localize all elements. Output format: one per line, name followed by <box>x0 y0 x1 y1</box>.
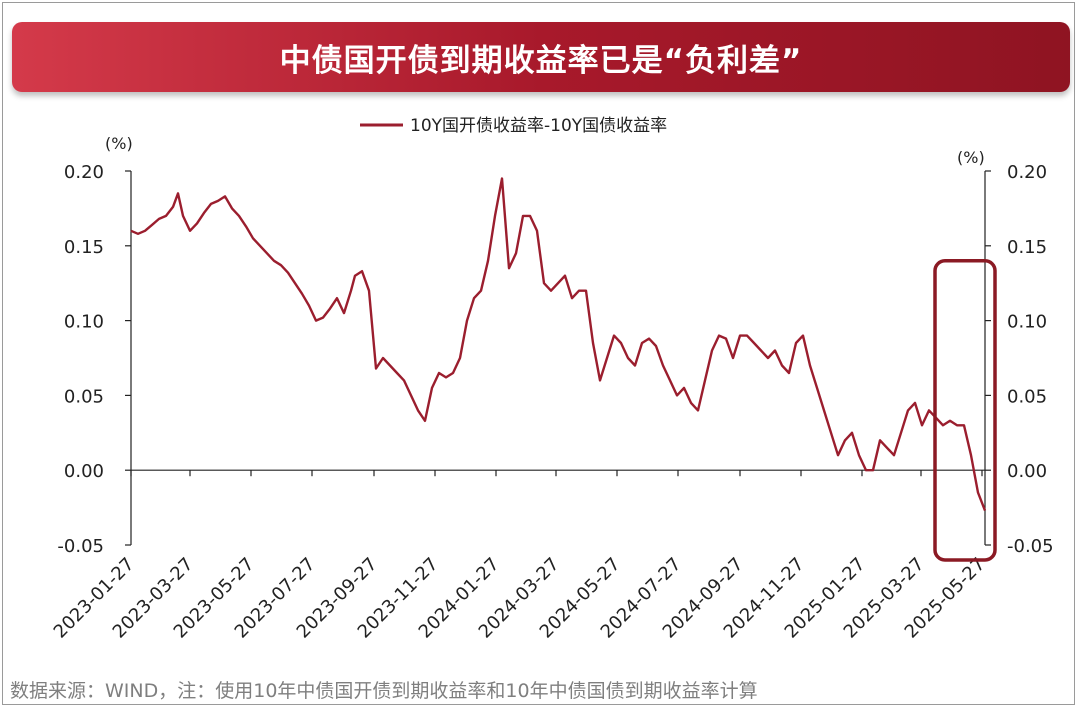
series-line <box>130 177 987 512</box>
y-tick-label-right: 0.00 <box>1007 461 1047 482</box>
y-tick-label-left: 0.15 <box>64 237 104 258</box>
source-footnote: 数据来源：WIND，注：使用10年中债国开债到期收益率和10年中债国债到期收益率… <box>10 680 758 702</box>
highlight-box <box>933 259 997 562</box>
y-tick-label-left: 0.00 <box>64 461 104 482</box>
y-tick-label-right: 0.10 <box>1007 312 1047 333</box>
chart-title: 中债国开债到期收益率已是“负利差” <box>279 42 803 79</box>
y-tick-label-right: 0.05 <box>1007 386 1047 407</box>
y-tick-label-left: 0.05 <box>64 386 104 407</box>
axes <box>130 171 986 545</box>
title-banner: 中债国开债到期收益率已是“负利差” <box>12 22 1070 92</box>
legend: 10Y国开债收益率-10Y国债收益率 <box>360 116 667 136</box>
y-tick-label-left: -0.05 <box>57 536 104 557</box>
y-tick-label-left: 0.10 <box>64 312 104 333</box>
legend-label: 10Y国开债收益率-10Y国债收益率 <box>410 116 667 136</box>
y-tick-label-right: 0.15 <box>1007 237 1047 258</box>
y-tick-label-left: 0.20 <box>64 162 104 183</box>
y-tick-label-right: -0.05 <box>1007 536 1054 557</box>
y-tick-labels: 0.20 0.20 0.15 0.15 0.10 0.10 0.05 0.05 0.00 0.00… <box>57 162 1053 557</box>
y-unit-right: (%) <box>957 148 985 167</box>
y-tick-label-right: 0.20 <box>1007 162 1047 183</box>
x-tick-labels: 2023-01-272023-03-272023-05-272023-07-27… <box>50 470 990 643</box>
y-unit-left: (%) <box>105 134 133 153</box>
